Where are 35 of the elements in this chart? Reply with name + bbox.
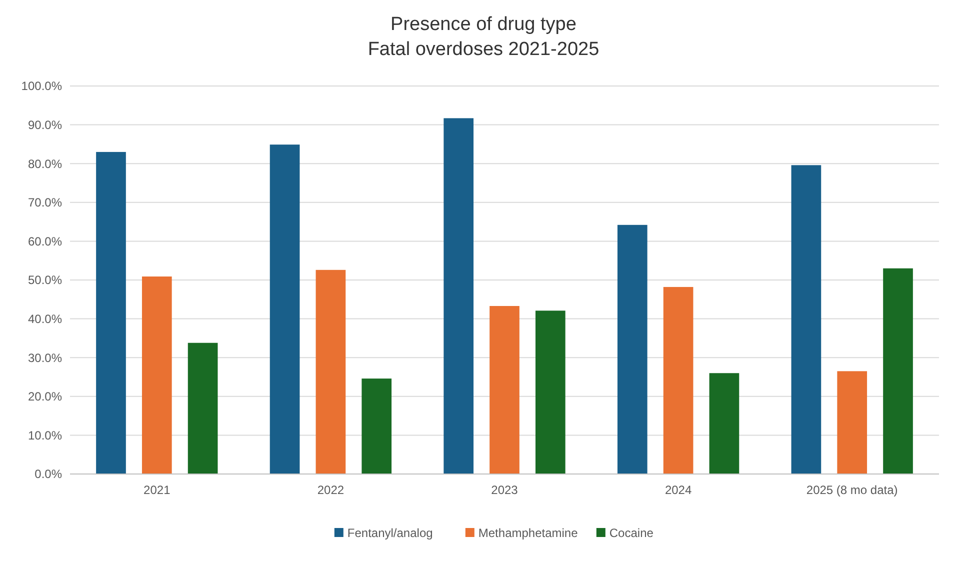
x-tick-label: 2022 xyxy=(317,483,344,497)
bar xyxy=(709,373,740,474)
bar xyxy=(617,224,648,474)
y-tick-label: 60.0% xyxy=(28,234,62,248)
bar xyxy=(490,306,520,474)
x-tick-label: 2021 xyxy=(144,483,171,497)
bar xyxy=(96,152,126,474)
bar xyxy=(362,378,392,474)
legend-label: Cocaine xyxy=(609,526,654,540)
x-tick-label: 2024 xyxy=(664,483,692,497)
chart-title: Presence of drug type Fatal overdoses 2021-2025 xyxy=(368,14,600,60)
bar xyxy=(535,310,566,474)
bar xyxy=(142,276,172,474)
legend-label: Fentanyl/analog xyxy=(347,526,433,540)
y-tick-label: 70.0% xyxy=(28,196,62,210)
bar xyxy=(316,270,346,474)
y-tick-label: 10.0% xyxy=(28,428,62,442)
bar xyxy=(270,144,300,474)
y-tick-label: 20.0% xyxy=(28,390,62,404)
bar xyxy=(883,268,913,474)
bar xyxy=(188,342,218,474)
bar xyxy=(837,371,868,474)
bar xyxy=(444,118,474,474)
x-tick-label: 2023 xyxy=(491,483,518,497)
y-tick-label: 80.0% xyxy=(28,156,62,171)
x-tick-label: 2025 (8 mo data) xyxy=(806,483,898,497)
bar xyxy=(791,165,822,474)
y-tick-label: 100.0% xyxy=(21,79,62,94)
y-tick-label: 0.0% xyxy=(34,467,62,482)
bar xyxy=(663,286,694,474)
y-tick-label: 30.0% xyxy=(28,350,62,365)
y-tick-label: 40.0% xyxy=(28,312,62,326)
legend-label: Methamphetamine xyxy=(478,526,578,540)
y-tick-label: 90.0% xyxy=(28,118,62,132)
y-tick-label: 50.0% xyxy=(28,273,62,288)
